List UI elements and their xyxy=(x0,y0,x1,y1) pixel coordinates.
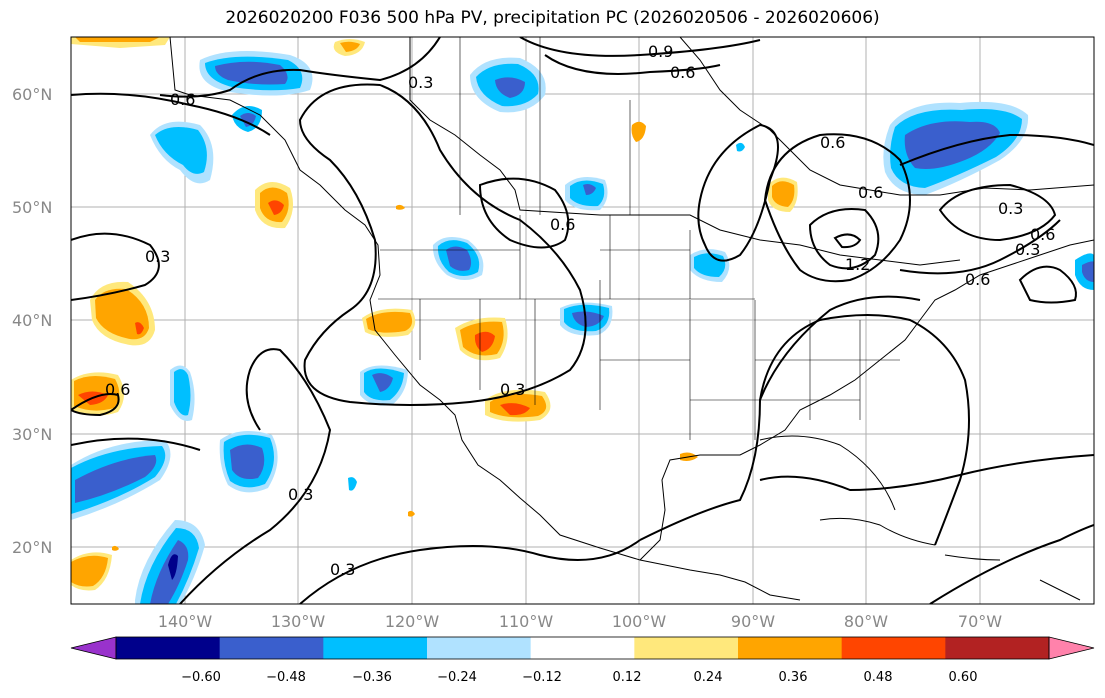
contour-label: 0.3 xyxy=(998,199,1023,218)
colorbar-segment xyxy=(427,637,532,659)
contour-labels: 0.9 0.6 0.3 0.6 0.6 0.3 0.6 1.2 0.3 0.6 … xyxy=(105,42,1055,579)
colorbar-tick-label: −0.12 xyxy=(522,670,562,685)
lat-label: 60°N xyxy=(12,85,52,104)
colorbar-tick-label: 0.24 xyxy=(694,670,723,685)
lon-label: 90°W xyxy=(731,612,775,631)
lon-label: 130°W xyxy=(271,612,326,631)
contour-label: 0.6 xyxy=(1030,225,1055,244)
contour-label: 0.3 xyxy=(288,485,313,504)
lat-labels: 60°N 50°N 40°N 30°N 20°N xyxy=(12,85,52,557)
colorbar-tick-label: 0.36 xyxy=(779,670,808,685)
colorbar-tick-label: −0.36 xyxy=(352,670,392,685)
contour-label: 0.6 xyxy=(105,380,130,399)
lon-label: 140°W xyxy=(158,612,213,631)
colorbar-segment xyxy=(634,637,739,659)
lon-label: 120°W xyxy=(385,612,440,631)
colorbar-tick-label: 0.48 xyxy=(864,670,893,685)
contour-label: 0.6 xyxy=(670,63,695,82)
colorbar-segment xyxy=(738,637,843,659)
colorbar-tick-label: −0.48 xyxy=(266,670,306,685)
coastlines xyxy=(169,37,1094,601)
contour-label: 0.3 xyxy=(500,380,525,399)
colorbar-segment xyxy=(945,637,1050,659)
contour-label: 0.3 xyxy=(145,247,170,266)
colorbar-extend-low xyxy=(70,636,117,660)
contour-label: 0.6 xyxy=(820,133,845,152)
colorbar-tick-label: −0.24 xyxy=(437,670,477,685)
colorbar-segment xyxy=(530,637,635,659)
colorbar-segment xyxy=(323,637,428,659)
lat-label: 20°N xyxy=(12,538,52,557)
contour-label: 0.9 xyxy=(648,42,673,61)
lon-label: 80°W xyxy=(844,612,888,631)
contour-label: 0.3 xyxy=(408,73,433,92)
precip-anomaly-patches xyxy=(71,37,1094,604)
map-frame xyxy=(70,36,1095,605)
contour-label: 0.3 xyxy=(1015,240,1040,259)
colorbar-segment xyxy=(841,637,946,659)
colorbar-extend-high xyxy=(1048,636,1095,660)
lon-label: 70°W xyxy=(958,612,1002,631)
contour-label: 1.2 xyxy=(845,255,870,274)
pv-contours xyxy=(71,37,1094,604)
colorbar-segment xyxy=(219,637,324,659)
chart-title: 2026020200 F036 500 hPa PV, precipitatio… xyxy=(225,8,880,28)
contour-label: 0.3 xyxy=(330,560,355,579)
colorbar-tick-label: −0.60 xyxy=(181,670,221,685)
colorbar-segment xyxy=(116,637,221,659)
lat-label: 30°N xyxy=(12,425,52,444)
lat-label: 50°N xyxy=(12,198,52,217)
colorbar xyxy=(70,636,1095,660)
contour-label: 0.6 xyxy=(858,183,883,202)
lon-labels: 140°W 130°W 120°W 110°W 100°W 90°W 80°W … xyxy=(158,612,1002,631)
contour-label: 0.6 xyxy=(550,215,575,234)
lon-label: 100°W xyxy=(612,612,667,631)
colorbar-ticks: −0.60 −0.48 −0.36 −0.24 −0.12 0.12 0.24 … xyxy=(181,670,977,685)
colorbar-frame xyxy=(115,636,1050,660)
lon-label: 110°W xyxy=(499,612,554,631)
contour-label: 0.6 xyxy=(965,270,990,289)
colorbar-tick-label: 0.60 xyxy=(949,670,978,685)
contour-label: 0.6 xyxy=(170,90,195,109)
lat-label: 40°N xyxy=(12,311,52,330)
colorbar-tick-label: 0.12 xyxy=(613,670,642,685)
